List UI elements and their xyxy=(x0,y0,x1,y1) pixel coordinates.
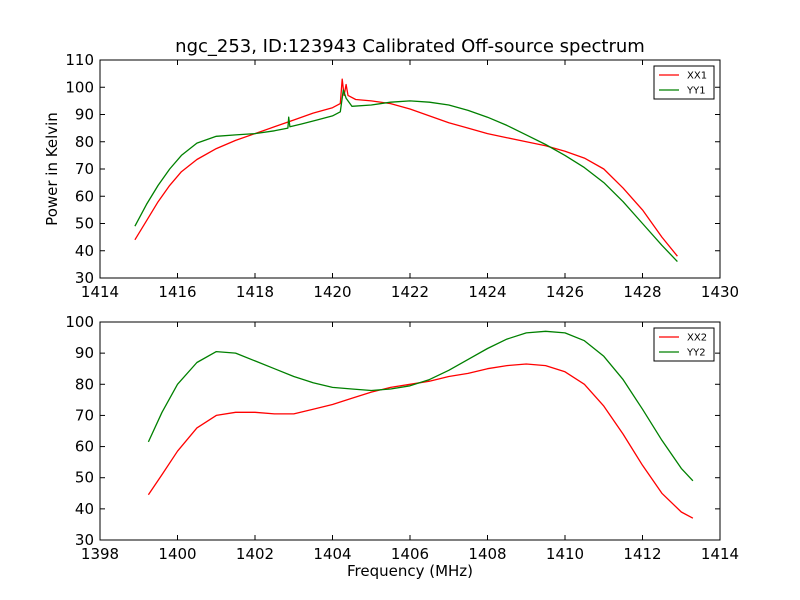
legend-box xyxy=(653,327,715,362)
y-tick-label: 80 xyxy=(75,133,94,151)
legend-label-xx2: XX2 xyxy=(687,333,707,344)
y-tick-label: 90 xyxy=(75,106,94,124)
y-tick-label: 100 xyxy=(65,78,94,96)
x-tick-label: 1408 xyxy=(468,545,506,563)
y-tick-label: 80 xyxy=(75,375,94,393)
x-tick-label: 1398 xyxy=(81,545,119,563)
series-line-yy1 xyxy=(134,89,678,263)
plot-frame xyxy=(99,59,721,279)
legend-label-yy1: YY1 xyxy=(686,86,706,97)
x-tick-label: 1430 xyxy=(701,283,739,301)
x-tick-label: 1414 xyxy=(81,283,119,301)
top-panel: 1414 1416 1418 1420 1422 1424 1426 1428 1430 30 40… xyxy=(65,51,739,301)
x-tick-label: 1422 xyxy=(391,283,429,301)
y-tick-label: 70 xyxy=(75,406,94,424)
bottom-panel: 1398 1400 1402 1404 1406 1408 1410 1412 1414 30 40… xyxy=(65,313,739,563)
y-tick-label: 60 xyxy=(75,187,94,205)
legend-label-xx1: XX1 xyxy=(687,71,707,82)
y-tick-label: 70 xyxy=(75,160,94,178)
x-tick-label: 1412 xyxy=(623,545,661,563)
x-tick-label: 1424 xyxy=(468,283,506,301)
x-tick-label: 1404 xyxy=(313,545,351,563)
series-line-xx2 xyxy=(147,363,694,519)
x-tick-label: 1428 xyxy=(623,283,661,301)
x-tick-label: 1418 xyxy=(236,283,274,301)
x-tick-label: 1406 xyxy=(391,545,429,563)
y-tick-label: 30 xyxy=(75,531,94,549)
x-tick-label: 1426 xyxy=(546,283,584,301)
y-tick-label: 90 xyxy=(75,344,94,362)
y-tick-label: 60 xyxy=(75,438,94,456)
x-tick-label: 1414 xyxy=(701,545,739,563)
y-tick-label: 30 xyxy=(75,269,94,287)
y-tick-label: 40 xyxy=(75,500,94,518)
x-tick-label: 1402 xyxy=(236,545,274,563)
legend-label-yy2: YY2 xyxy=(686,348,706,359)
y-tick-label: 100 xyxy=(65,313,94,331)
x-tick-label: 1410 xyxy=(546,545,584,563)
series-line-yy2 xyxy=(147,330,694,482)
legend-box xyxy=(653,65,715,100)
y-axis-label: Power in Kelvin xyxy=(43,112,61,226)
chart-title: ngc_253, ID:123943 Calibrated Off-source… xyxy=(175,36,645,57)
plot-frame xyxy=(99,321,721,541)
x-tick-label: 1420 xyxy=(313,283,351,301)
y-tick-label: 50 xyxy=(75,215,94,233)
x-axis-label: Frequency (MHz) xyxy=(347,562,473,580)
series-line-xx1 xyxy=(134,78,678,257)
x-tick-label: 1400 xyxy=(158,545,196,563)
y-tick-label: 50 xyxy=(75,469,94,487)
y-tick-label: 40 xyxy=(75,242,94,260)
x-tick-label: 1416 xyxy=(158,283,196,301)
y-tick-label: 110 xyxy=(65,51,94,69)
